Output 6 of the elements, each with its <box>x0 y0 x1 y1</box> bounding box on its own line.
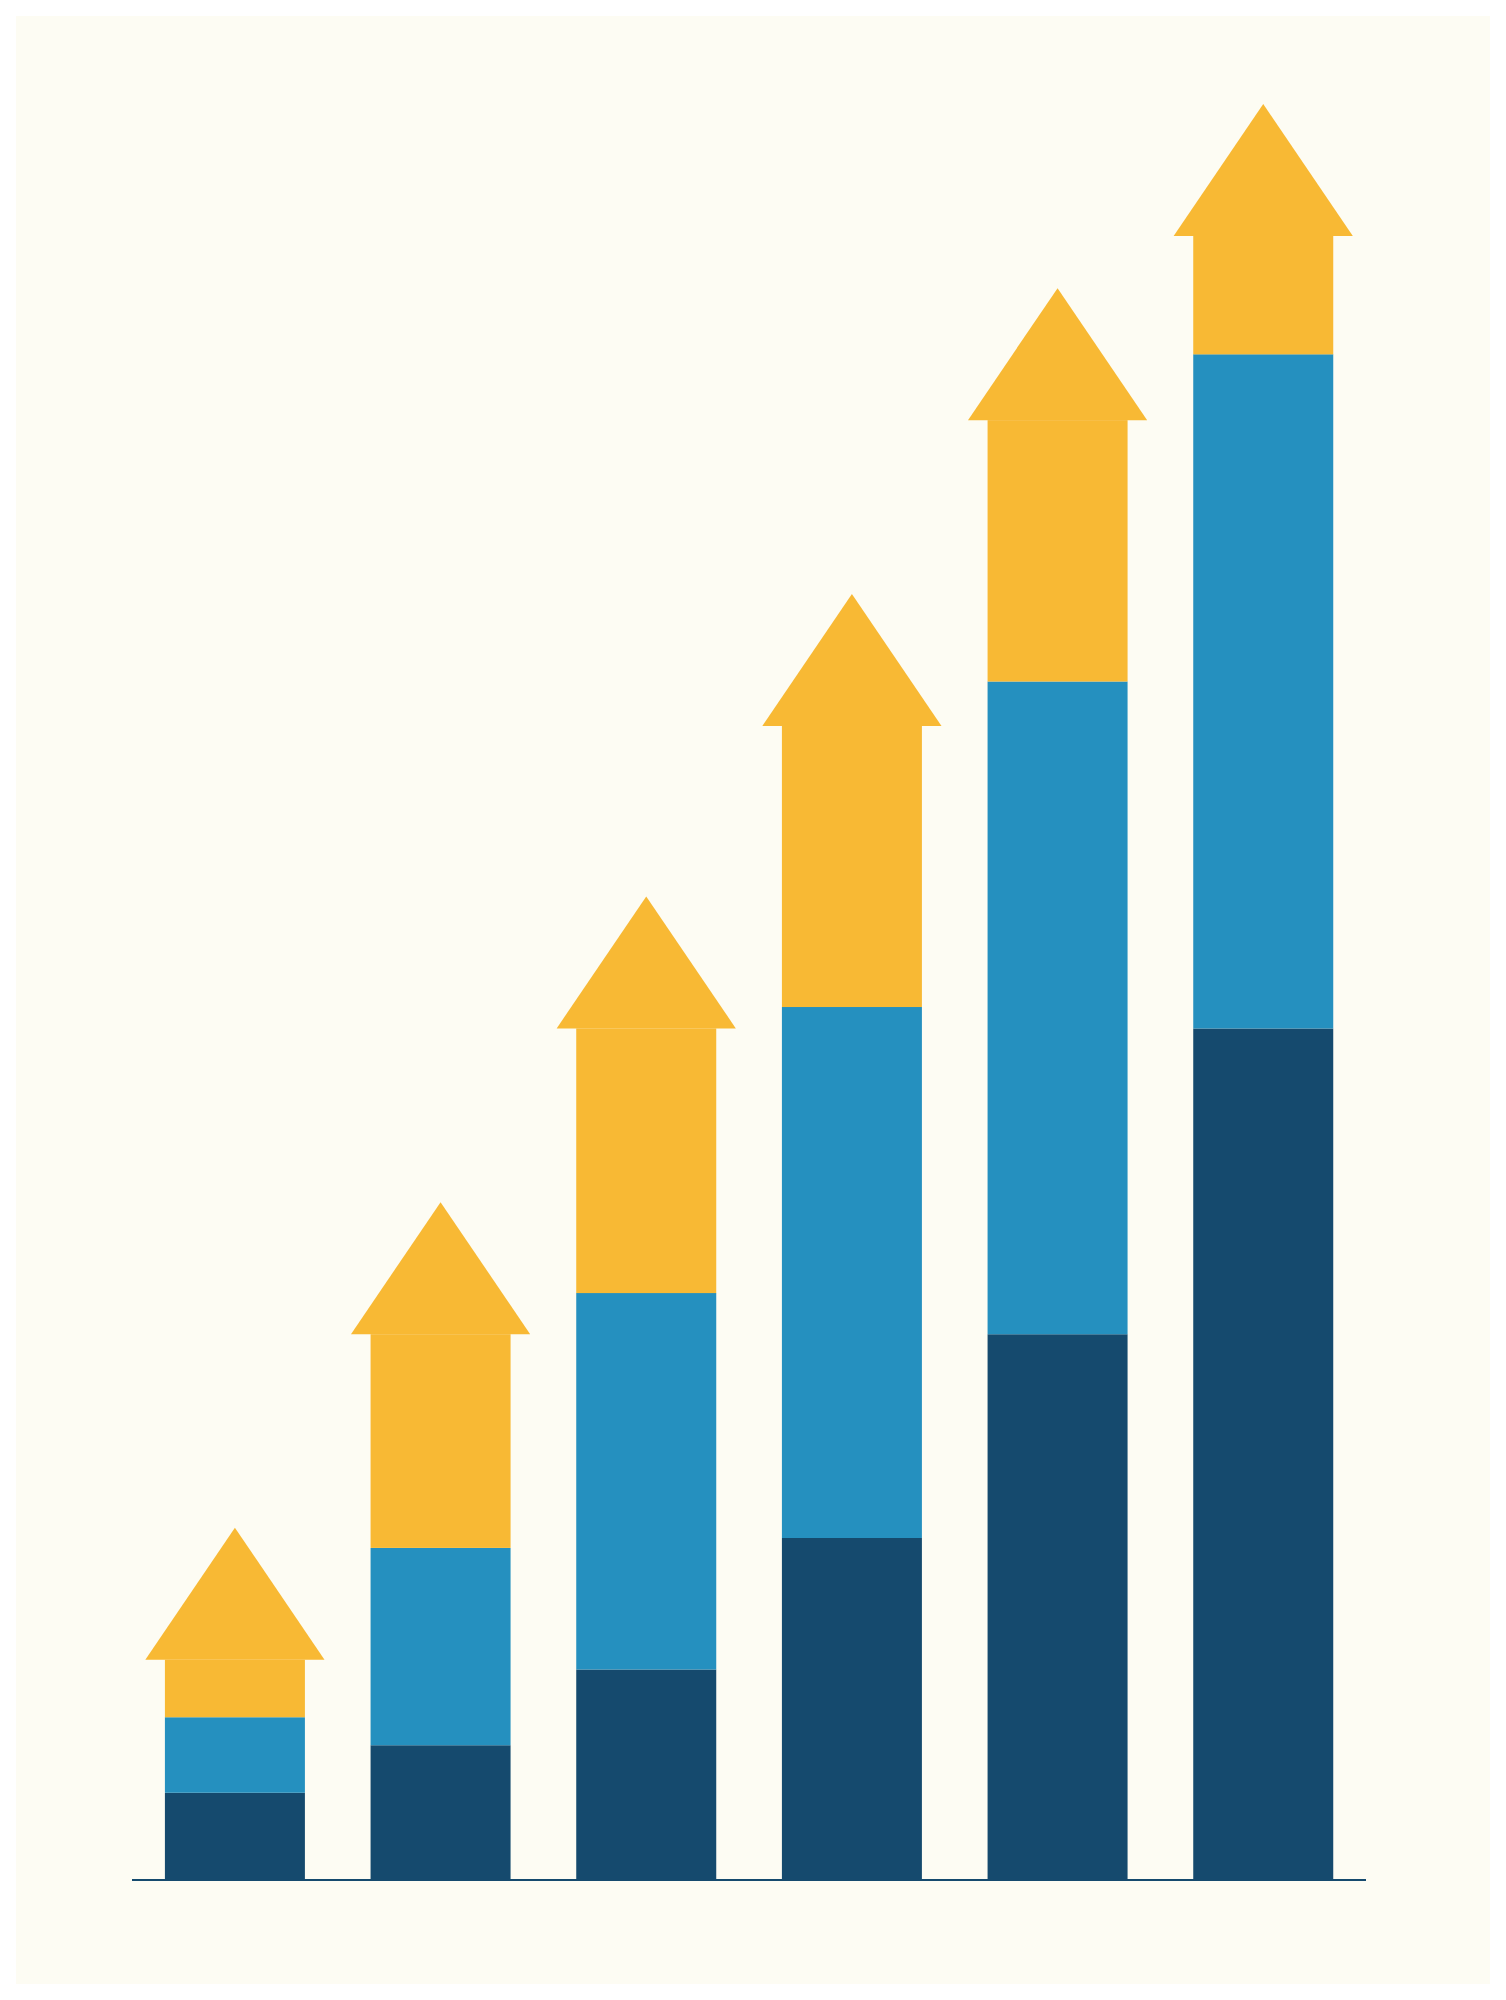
bar <box>576 1293 717 1670</box>
bar <box>781 1007 922 1539</box>
bar <box>987 681 1128 1335</box>
bar <box>370 1547 511 1746</box>
bar <box>164 1717 305 1793</box>
bar <box>1193 354 1334 1029</box>
